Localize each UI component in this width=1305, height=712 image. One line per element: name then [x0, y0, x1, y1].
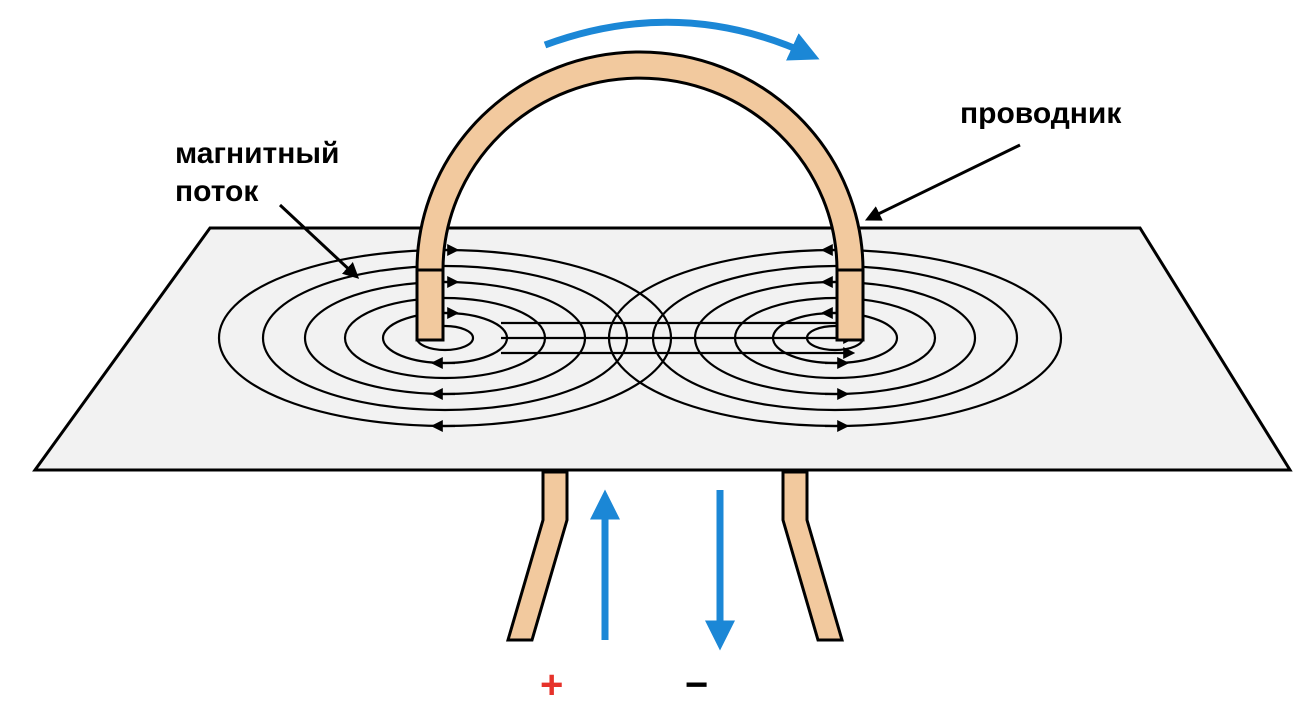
label-conductor: проводник: [960, 95, 1121, 133]
diagram-stage: магнитный поток проводник + −: [0, 0, 1305, 712]
rotation-arrow: [545, 22, 810, 55]
conductor-right-leg: [783, 472, 842, 640]
pointer-conductor: [870, 145, 1020, 218]
label-minus: −: [685, 660, 708, 710]
conductor-left-leg: [508, 472, 567, 640]
conductor-stub-left: [417, 270, 443, 340]
label-plus: +: [540, 660, 563, 710]
conductor-stub-right: [837, 270, 863, 340]
plane: [35, 228, 1290, 470]
label-flux: магнитный поток: [175, 135, 339, 210]
